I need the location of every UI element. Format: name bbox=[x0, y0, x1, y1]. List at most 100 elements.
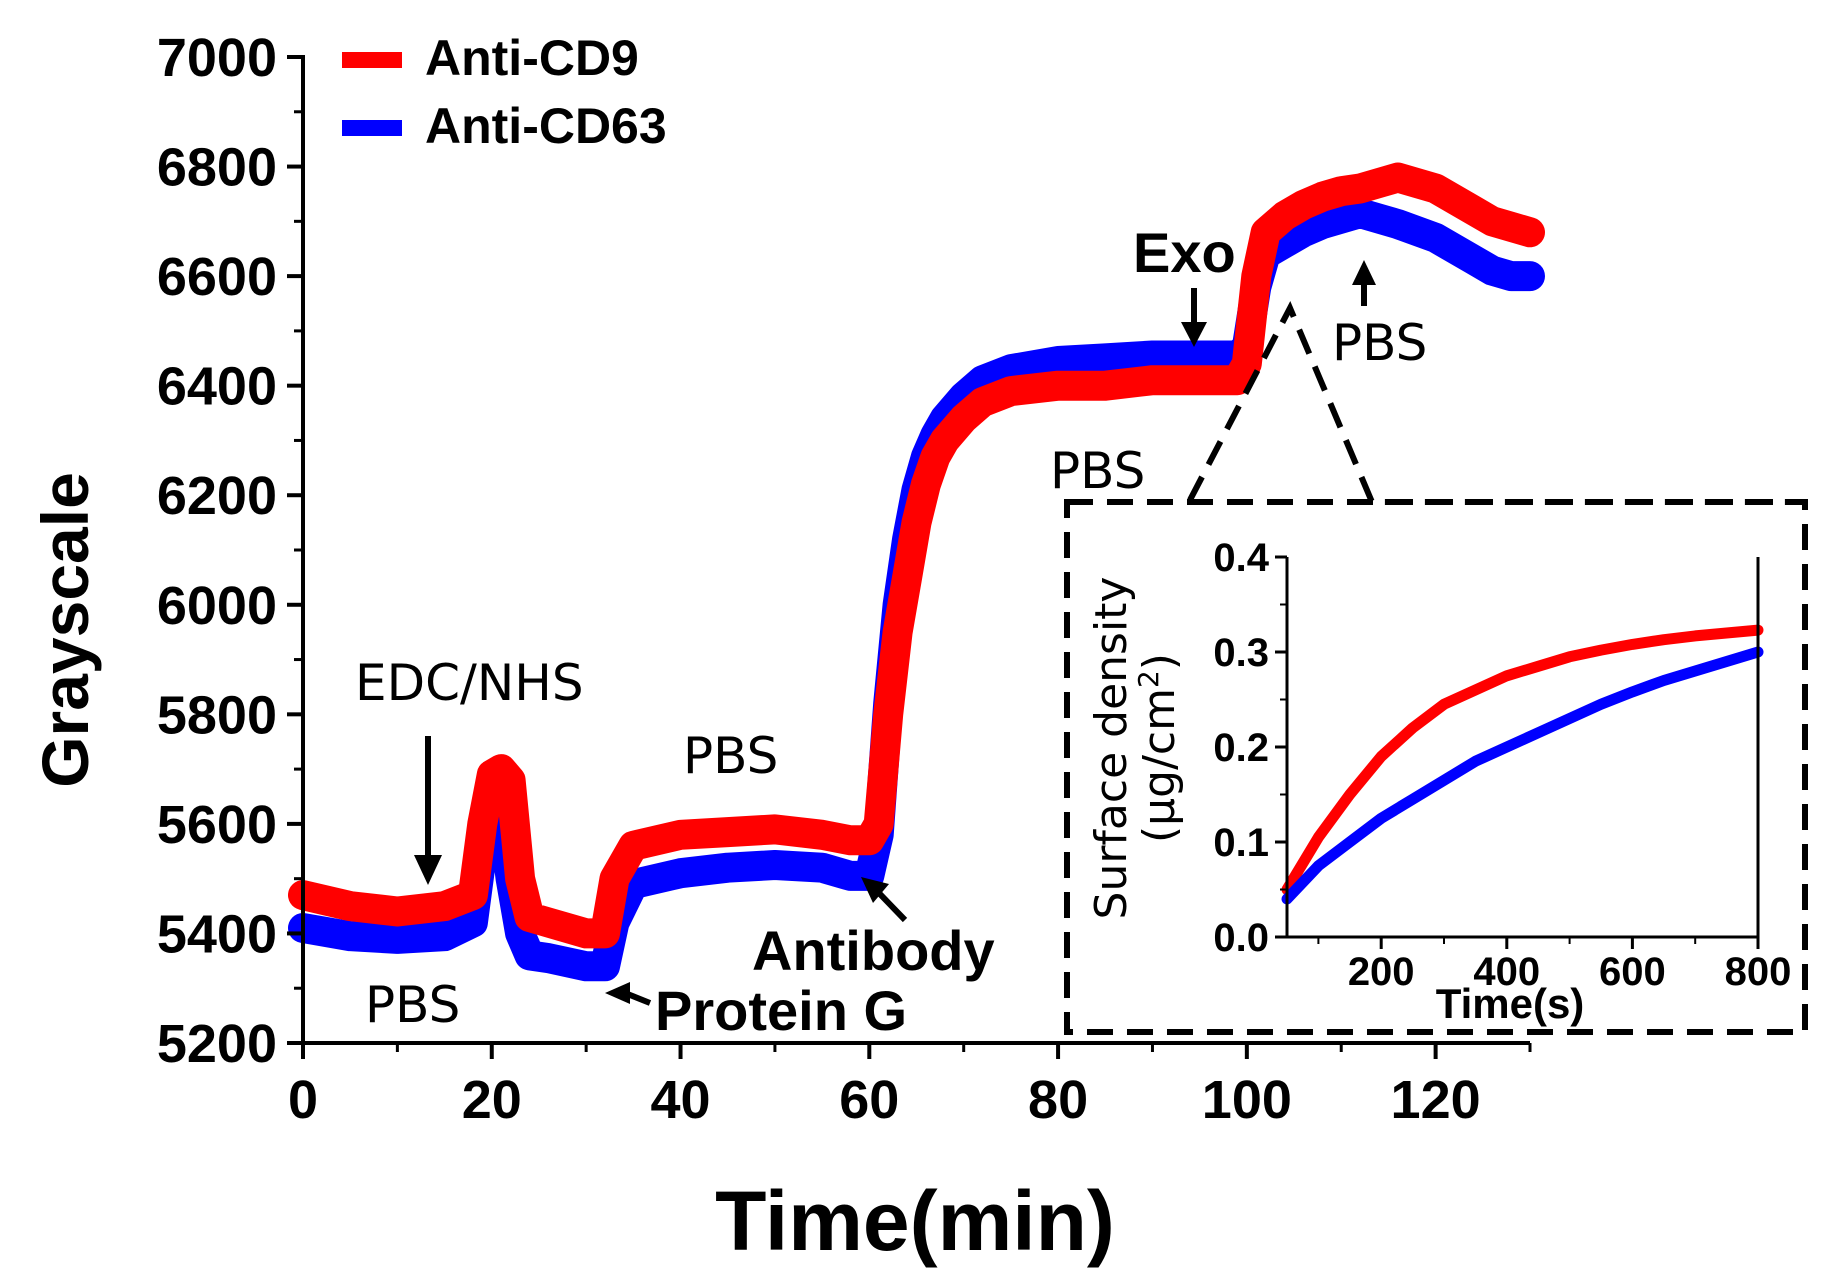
main-x-tick-label: 100 bbox=[1202, 1070, 1292, 1130]
data-point-anti-cd9 bbox=[1429, 182, 1442, 195]
annotation-pbs-4: PBS bbox=[1332, 314, 1427, 372]
data-point-anti-cd63 bbox=[1429, 231, 1442, 244]
inset-data-point-anti-cd63 bbox=[1313, 860, 1324, 871]
data-point-anti-cd9 bbox=[768, 823, 781, 836]
annotation-antibody: Antibody bbox=[752, 919, 995, 982]
legend: Anti-CD9 Anti-CD63 bbox=[342, 30, 667, 154]
main-y-tick-label: 6000 bbox=[157, 576, 277, 636]
data-point-anti-cd9 bbox=[608, 872, 621, 885]
data-point-anti-cd9 bbox=[1467, 204, 1480, 217]
data-point-anti-cd63 bbox=[1278, 237, 1291, 250]
annotation-pbs-2: PBS bbox=[683, 727, 778, 785]
inset-data-point-anti-cd9 bbox=[1376, 751, 1387, 762]
inset-x-tick-labels: 200 400 600 800 bbox=[1348, 950, 1792, 994]
inset-data-point-anti-cd63 bbox=[1627, 686, 1638, 697]
data-point-anti-cd9 bbox=[929, 450, 942, 463]
inset-y-tick-label: 0.4 bbox=[1213, 536, 1269, 580]
main-y-tick-label: 6600 bbox=[157, 247, 277, 307]
data-point-anti-cd9 bbox=[514, 872, 527, 885]
data-point-anti-cd9 bbox=[1146, 374, 1159, 387]
data-point-anti-cd9 bbox=[1193, 374, 1206, 387]
inset-y-tick-label: 0.3 bbox=[1213, 631, 1269, 675]
data-point-anti-cd63 bbox=[844, 869, 857, 882]
annotations: EDC/NHS PBS Protein G PBS Antibody PBS E… bbox=[355, 221, 1427, 1042]
inset-data-point-anti-cd9 bbox=[1690, 630, 1701, 641]
annotation-pbs-3: PBS bbox=[1050, 442, 1145, 500]
main-x-tick-label: 0 bbox=[288, 1070, 318, 1130]
data-point-anti-cd9 bbox=[1505, 220, 1518, 233]
data-point-anti-cd9 bbox=[863, 834, 876, 847]
inset-y-tick-labels: 0.0 0.1 0.2 0.3 0.4 bbox=[1213, 536, 1269, 960]
inset-data-point-anti-cd9 bbox=[1721, 628, 1732, 638]
data-point-anti-cd9 bbox=[721, 826, 734, 839]
data-point-anti-cd9 bbox=[872, 817, 885, 830]
data-point-anti-cd9 bbox=[901, 571, 914, 584]
inset-y-tick-label: 0.0 bbox=[1213, 916, 1269, 960]
data-point-anti-cd63 bbox=[976, 374, 989, 387]
inset-data-point-anti-cd9 bbox=[1501, 670, 1512, 681]
main-y-tick-label: 6400 bbox=[157, 357, 277, 417]
data-point-anti-cd63 bbox=[1354, 207, 1367, 220]
data-point-anti-cd63 bbox=[674, 867, 687, 880]
data-point-anti-cd9 bbox=[844, 834, 857, 847]
inset-data-point-anti-cd63 bbox=[1564, 713, 1575, 724]
main-y-axis-title: Grayscale bbox=[28, 472, 102, 788]
main-y-tick-label: 5800 bbox=[157, 685, 277, 745]
inset-data-point-anti-cd9 bbox=[1564, 651, 1575, 662]
inset-data-point-anti-cd63 bbox=[1690, 666, 1701, 676]
inset-x-tick-label: 400 bbox=[1473, 950, 1540, 994]
inset-data-point-anti-cd63 bbox=[1658, 675, 1669, 686]
data-point-anti-cd63 bbox=[1193, 349, 1206, 362]
data-point-anti-cd9 bbox=[580, 927, 593, 940]
inset-data-point-anti-cd63 bbox=[1501, 742, 1512, 752]
inset-data-point-anti-cd63 bbox=[1721, 656, 1732, 667]
data-point-anti-cd63 bbox=[721, 861, 734, 874]
data-point-anti-cd9 bbox=[1240, 357, 1253, 370]
inset-y-axis-title-line2: (μg/cm2) bbox=[1132, 653, 1185, 843]
data-point-anti-cd63 bbox=[1146, 349, 1159, 362]
data-point-anti-cd9 bbox=[882, 708, 895, 721]
data-point-anti-cd9 bbox=[1052, 379, 1065, 392]
data-point-anti-cd9 bbox=[1391, 171, 1404, 184]
inset-series-line-anti-cd63 bbox=[1281, 646, 1764, 905]
inset-data-point-anti-cd63 bbox=[1407, 794, 1418, 805]
data-point-anti-cd9 bbox=[938, 434, 951, 447]
data-point-anti-cd9 bbox=[495, 763, 508, 776]
data-point-anti-cd9 bbox=[957, 412, 970, 425]
data-point-anti-cd63 bbox=[599, 960, 611, 973]
data-point-anti-cd9 bbox=[627, 839, 640, 852]
main-x-tick-label: 80 bbox=[1028, 1070, 1088, 1130]
data-point-anti-cd9 bbox=[1316, 190, 1329, 203]
data-point-anti-cd63 bbox=[344, 930, 357, 943]
data-point-anti-cd9 bbox=[1278, 209, 1291, 222]
annotation-protein-g: Protein G bbox=[655, 979, 907, 1042]
arrowhead-protein-g bbox=[605, 982, 630, 1004]
data-point-anti-cd9 bbox=[1486, 215, 1499, 228]
inset-data-point-anti-cd9 bbox=[1407, 723, 1418, 733]
data-point-anti-cd9 bbox=[1354, 182, 1367, 195]
inset-data-point-anti-cd63 bbox=[1439, 775, 1449, 786]
inset-data-point-anti-cd9 bbox=[1658, 634, 1669, 645]
data-point-anti-cd9 bbox=[1250, 270, 1263, 283]
data-point-anti-cd9 bbox=[523, 911, 536, 923]
data-point-anti-cd63 bbox=[1486, 264, 1499, 277]
arrowhead-exo bbox=[1181, 322, 1207, 347]
data-point-anti-cd63 bbox=[1099, 352, 1112, 365]
data-point-anti-cd9 bbox=[542, 916, 555, 929]
inset-x-tick-label: 200 bbox=[1348, 950, 1415, 994]
main-y-tick-labels: 5200 5400 5600 5800 6000 6200 6400 6600 6800 7000 bbox=[157, 28, 277, 1074]
main-y-tick-label: 7000 bbox=[157, 28, 277, 88]
data-point-anti-cd9 bbox=[504, 774, 517, 787]
arrow-antibody bbox=[875, 889, 908, 923]
main-axes bbox=[287, 55, 1532, 1059]
data-point-anti-cd9 bbox=[919, 478, 932, 491]
inset-plot-series bbox=[1281, 624, 1764, 905]
data-point-anti-cd9 bbox=[485, 768, 498, 781]
main-y-tick-label: 5600 bbox=[157, 795, 277, 855]
data-point-anti-cd63 bbox=[1335, 212, 1348, 225]
inset-axes bbox=[1275, 555, 1760, 949]
data-point-anti-cd9 bbox=[1373, 177, 1385, 189]
main-x-tick-label: 120 bbox=[1391, 1070, 1481, 1130]
inset-data-point-anti-cd9 bbox=[1533, 661, 1544, 672]
